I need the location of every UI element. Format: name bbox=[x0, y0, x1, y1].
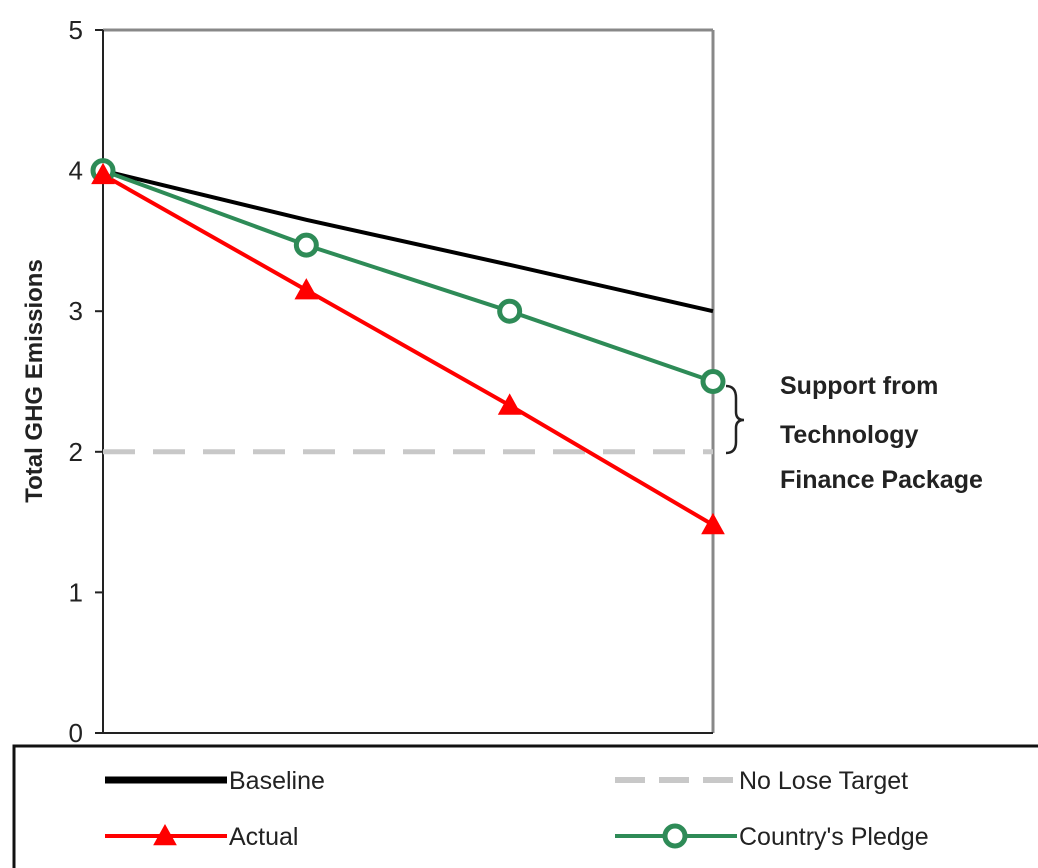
y-tick-label: 2 bbox=[69, 437, 83, 467]
annotation: Support from Technology Finance Package bbox=[780, 372, 983, 494]
legend-label-actual: Actual bbox=[229, 823, 298, 851]
legend: Baseline No Lose Target Actual Country's Pl… bbox=[12, 744, 1038, 868]
y-tick-label: 0 bbox=[69, 718, 83, 748]
series-line-country-s-pledge bbox=[102, 168, 714, 384]
annotation-line-3: Finance Package bbox=[780, 466, 983, 494]
legend-items: Baseline No Lose Target Actual Country's Pl… bbox=[105, 767, 929, 851]
data-point-actual bbox=[497, 393, 522, 415]
legend-marker-actual bbox=[153, 823, 177, 846]
series-line-actual bbox=[102, 173, 715, 527]
series-markers bbox=[90, 158, 726, 535]
legend-box bbox=[12, 744, 1038, 868]
y-axis-ticks: 0 1 2 3 4 5 bbox=[69, 15, 103, 748]
series-lines bbox=[102, 168, 715, 527]
data-point-country-s-pledge bbox=[497, 298, 523, 324]
series-line-baseline bbox=[102, 168, 714, 314]
y-tick-label: 3 bbox=[69, 296, 83, 326]
data-point-country-s-pledge bbox=[293, 232, 319, 258]
legend-label-country-s-pledge: Country's Pledge bbox=[739, 823, 929, 851]
y-axis-title: Total GHG Emissions bbox=[21, 259, 48, 503]
annotation-brace bbox=[725, 384, 745, 455]
data-point-actual bbox=[91, 162, 115, 185]
data-point-actual bbox=[701, 512, 725, 535]
data-point-country-s-pledge bbox=[700, 369, 726, 394]
annotation-line-1: Support from bbox=[780, 372, 938, 400]
legend-marker-country-s-pledge bbox=[662, 823, 688, 849]
legend-label-no-lose-target: No Lose Target bbox=[739, 767, 908, 795]
y-tick-label: 5 bbox=[69, 15, 83, 45]
y-tick-label: 4 bbox=[69, 156, 83, 186]
data-point-actual bbox=[294, 278, 319, 300]
plot-frame bbox=[102, 28, 715, 734]
legend-label-baseline: Baseline bbox=[229, 767, 325, 795]
annotation-line-2: Technology bbox=[780, 421, 919, 449]
y-tick-label: 1 bbox=[69, 577, 83, 607]
